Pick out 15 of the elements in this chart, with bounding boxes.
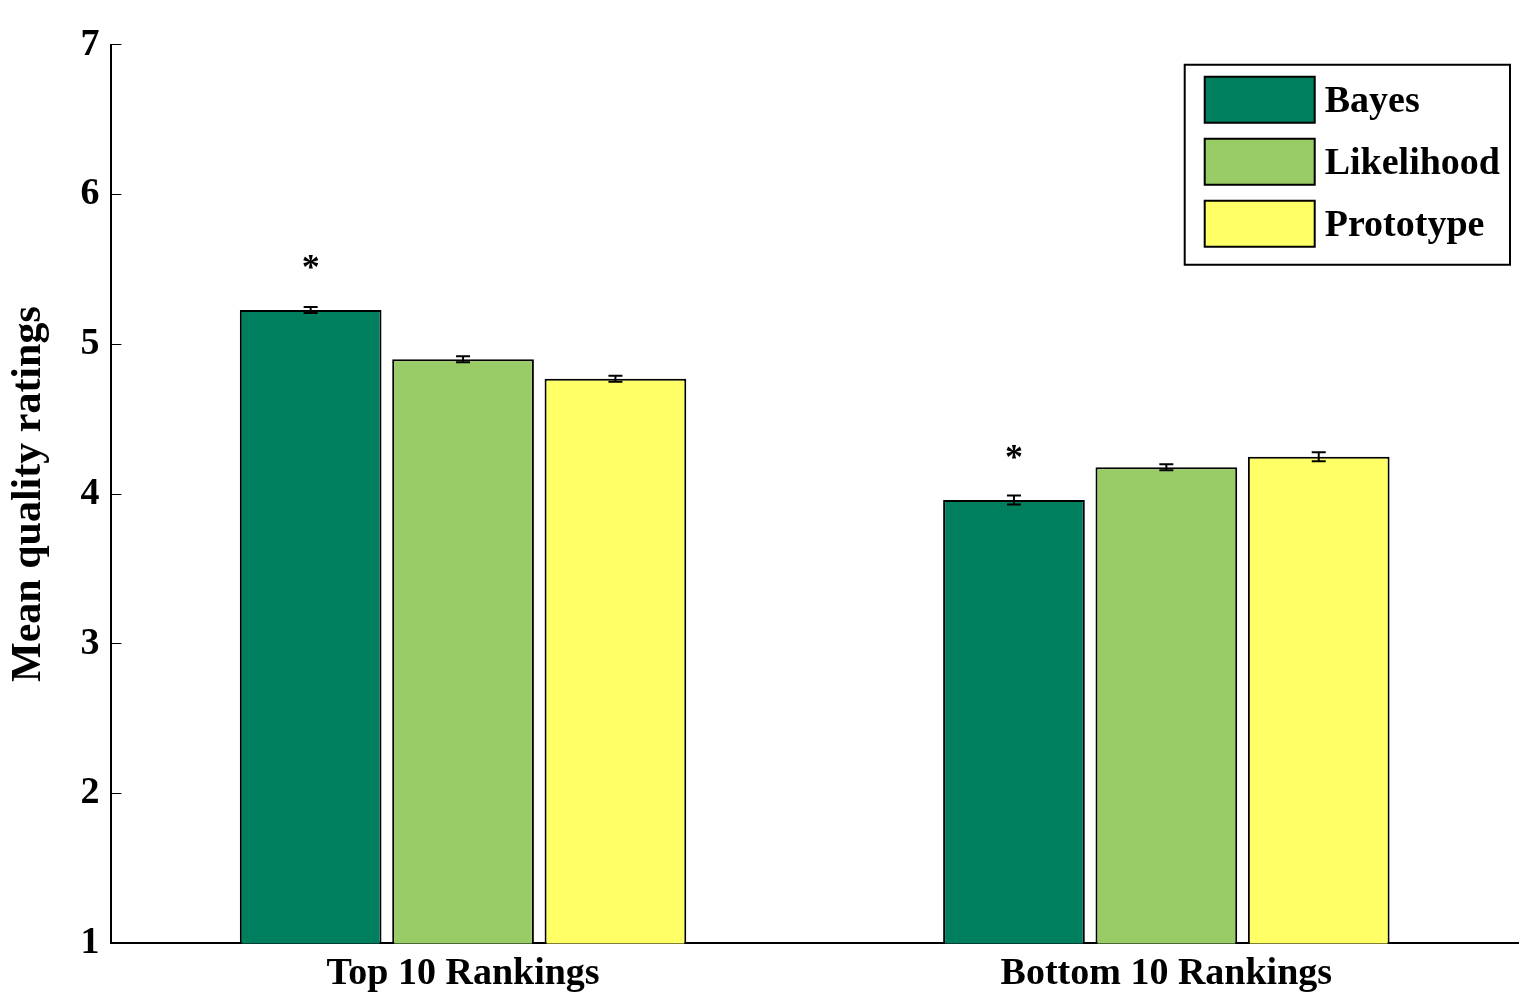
annotation: *	[1004, 437, 1023, 478]
y-tick-label: 1	[80, 919, 100, 962]
y-tick-label: 5	[80, 320, 100, 363]
annotation: *	[301, 247, 320, 288]
x-tick-label: Bottom 10 Rankings	[1000, 950, 1333, 993]
legend-label: Likelihood	[1324, 139, 1501, 182]
y-tick-label: 2	[80, 769, 100, 812]
x-tick-label: Top 10 Rankings	[326, 950, 600, 993]
y-tick-label: 7	[80, 20, 100, 63]
y-tick-label: 4	[80, 469, 100, 512]
legend-label: Bayes	[1324, 77, 1420, 120]
y-axis-title: Mean quality ratings	[3, 306, 50, 682]
y-tick-label: 6	[80, 170, 100, 213]
y-tick-label: 3	[80, 619, 100, 662]
legend-label: Prototype	[1324, 201, 1485, 244]
